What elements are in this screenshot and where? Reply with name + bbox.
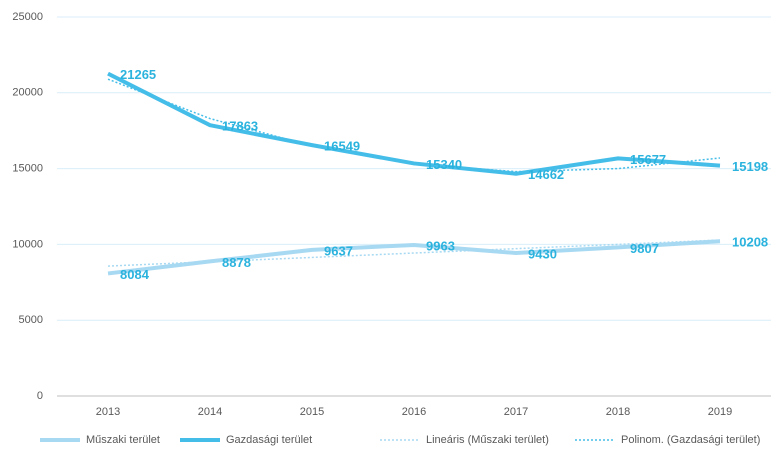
data-label: 15677 — [630, 152, 666, 167]
legend-label: Gazdasági terület — [226, 434, 312, 446]
data-label: 15340 — [426, 157, 462, 172]
y-tick-label: 15000 — [12, 163, 43, 175]
series-line — [107, 239, 721, 276]
legend-label: Műszaki terület — [86, 434, 160, 446]
data-label: 16549 — [324, 139, 360, 154]
data-label: 17863 — [222, 119, 258, 134]
trend-line — [107, 78, 721, 173]
data-label: 10208 — [732, 235, 768, 250]
data-label: 9807 — [630, 241, 659, 256]
x-tick-label: 2018 — [606, 406, 630, 418]
data-label: 9963 — [426, 238, 455, 253]
legend-label: Lineáris (Műszaki terület) — [426, 434, 549, 446]
data-label: 15198 — [732, 159, 768, 174]
data-label: 8878 — [222, 255, 251, 270]
y-tick-label: 5000 — [19, 314, 43, 326]
x-tick-label: 2013 — [96, 406, 120, 418]
data-label: 8084 — [120, 267, 150, 282]
y-tick-label: 10000 — [12, 238, 43, 250]
y-tick-label: 20000 — [12, 87, 43, 99]
data-label: 9637 — [324, 243, 353, 258]
y-tick-label: 25000 — [12, 11, 43, 23]
x-tick-label: 2017 — [504, 406, 528, 418]
x-tick-label: 2016 — [402, 406, 426, 418]
data-label: 14662 — [528, 167, 564, 182]
series-line — [107, 71, 721, 176]
y-tick-label: 0 — [37, 390, 43, 402]
data-label: 21265 — [120, 67, 156, 82]
x-tick-label: 2014 — [198, 406, 222, 418]
x-tick-label: 2019 — [708, 406, 732, 418]
data-label: 9430 — [528, 246, 557, 261]
legend-label: Polinom. (Gazdasági terület) — [621, 434, 760, 446]
x-tick-label: 2015 — [300, 406, 324, 418]
